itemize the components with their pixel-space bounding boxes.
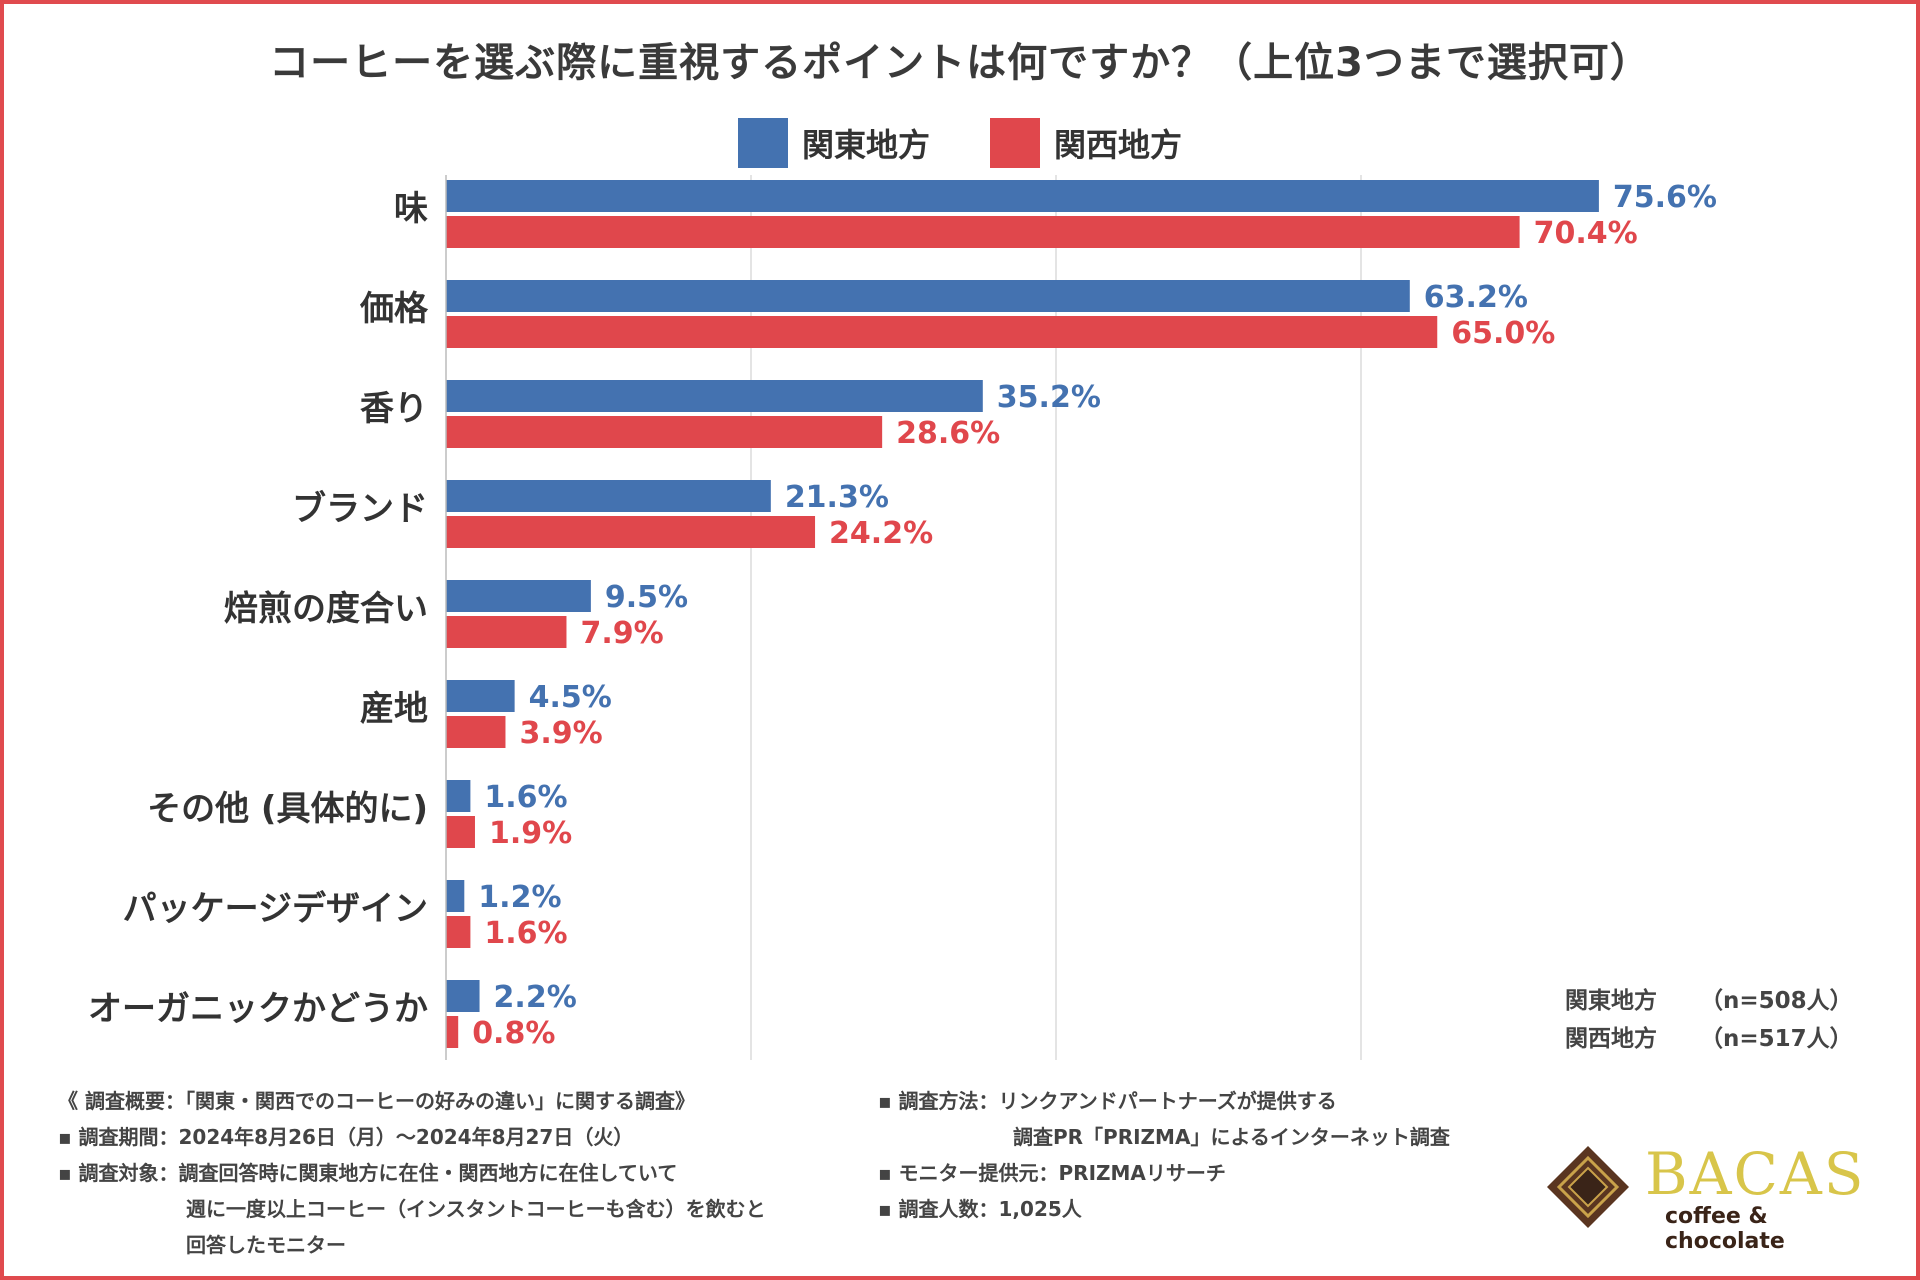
category-label: その他 (具体的に) <box>147 789 428 829</box>
legend-label-kansai: 関西地方 <box>1054 126 1183 164</box>
survey-method-cont: 調査PR「PRIZMA」によるインターネット調査 <box>1013 1125 1450 1149</box>
bar-kansai <box>446 716 506 748</box>
data-label-kansai: 65.0% <box>1451 316 1555 351</box>
category-label: パッケージデザイン <box>123 889 428 929</box>
logo-tagline: coffee & chocolate <box>1665 1204 1785 1254</box>
bar-kanto <box>446 880 465 912</box>
bar-kansai <box>446 816 475 848</box>
category-label: 価格 <box>359 289 429 329</box>
category-label: ブランド <box>292 489 428 529</box>
sample-row-kanto: 関東地方 （n=508人） <box>1565 982 1853 1020</box>
legend-item-kanto: 関東地方 <box>737 118 930 168</box>
sample-region: 関東地方 <box>1565 988 1657 1014</box>
data-label-kansai: 70.4% <box>1534 216 1638 251</box>
category-label: 味 <box>394 189 428 229</box>
data-label-kanto: 63.2% <box>1424 280 1528 315</box>
bar-kanto <box>446 180 1599 212</box>
data-label-kanto: 1.6% <box>484 780 567 815</box>
logo-wordmark: BACAS <box>1645 1140 1866 1208</box>
bar-kansai <box>446 516 816 548</box>
bar-kansai <box>446 216 1520 248</box>
bar-kanto <box>446 480 771 512</box>
data-label-kanto: 9.5% <box>605 580 688 615</box>
data-label-kanto: 4.5% <box>529 680 612 715</box>
bar-chart: 味 75.6%70.4% 価格 63.2%65.0% 香り 35.2%28.6% ブランド 2… <box>88 175 1717 1060</box>
logo-diamond-icon <box>1547 1146 1629 1228</box>
bar-kansai <box>446 916 471 948</box>
sample-size: 関東地方 （n=508人） 関西地方 （n=517人） <box>1565 982 1853 1058</box>
survey-notes-right: ▪ 調査方法：リンクアンドパートナーズが提供する 調査PR「PRIZMA」による… <box>878 1083 1450 1227</box>
data-label-kansai: 24.2% <box>829 516 933 551</box>
survey-provider: ▪ モニター提供元：PRIZMAリサーチ <box>878 1161 1226 1185</box>
data-label-kansai: 3.9% <box>519 716 602 751</box>
data-label-kansai: 1.9% <box>489 816 572 851</box>
bar-kansai <box>446 416 883 448</box>
survey-target-cont: 回答したモニター <box>186 1233 346 1257</box>
legend-item-kansai: 関西地方 <box>990 118 1182 168</box>
data-label-kansai: 28.6% <box>896 416 1000 451</box>
data-label-kansai: 7.9% <box>580 616 663 651</box>
survey-summary: 《 調査概要：「関東・関西でのコーヒーの好みの違い」に関する調査》 <box>58 1089 695 1113</box>
survey-target: ▪ 調査対象：調査回答時に関東地方に在住・関西地方に在住していて <box>58 1161 678 1185</box>
category-label: 産地 <box>360 689 428 729</box>
bar-kansai <box>446 616 567 648</box>
category-label: オーガニックかどうか <box>88 989 428 1029</box>
bar-kanto <box>446 680 515 712</box>
data-label-kansai: 0.8% <box>472 1016 555 1051</box>
legend: 関東地方 関西地方 <box>0 118 1920 168</box>
bar-kanto <box>446 280 1410 312</box>
legend-swatch-kanto <box>737 118 788 168</box>
data-label-kanto: 35.2% <box>997 380 1101 415</box>
sample-region: 関西地方 <box>1565 1026 1657 1052</box>
bar-kansai <box>446 1016 459 1048</box>
sample-n: （n=517人） <box>1700 1026 1853 1052</box>
data-label-kanto: 75.6% <box>1613 180 1717 215</box>
bar-kanto <box>446 380 983 412</box>
survey-target-cont: 週に一度以上コーヒー（インスタントコーヒーも含む）を飲むと <box>186 1197 766 1221</box>
sample-n: （n=508人） <box>1700 988 1853 1014</box>
survey-count: ▪ 調査人数：1,025人 <box>878 1197 1082 1221</box>
data-label-kanto: 21.3% <box>785 480 889 515</box>
legend-swatch-kansai <box>990 118 1040 168</box>
category-label: 焙煎の度合い <box>224 589 428 629</box>
bacas-logo: BACAS coffee & chocolate <box>1545 1140 1870 1254</box>
bar-kanto <box>446 780 471 812</box>
data-label-kanto: 1.2% <box>478 880 561 915</box>
survey-method: ▪ 調査方法：リンクアンドパートナーズが提供する <box>878 1089 1337 1113</box>
sample-row-kansai: 関西地方 （n=517人） <box>1565 1020 1853 1058</box>
chart-title: コーヒーを選ぶ際に重視するポイントは何ですか？（上位3つまで選択可） <box>269 40 1651 86</box>
bar-kanto <box>446 980 480 1012</box>
category-label: 香り <box>360 389 428 429</box>
data-label-kansai: 1.6% <box>484 916 567 951</box>
survey-notes-left: 《 調査概要：「関東・関西でのコーヒーの好みの違い」に関する調査》 ▪ 調査期間… <box>58 1083 766 1263</box>
bar-kanto <box>446 580 591 612</box>
data-label-kanto: 2.2% <box>494 980 577 1015</box>
legend-label-kanto: 関東地方 <box>801 126 930 164</box>
survey-period: ▪ 調査期間：2024年8月26日（月）～2024年8月27日（火） <box>58 1125 634 1149</box>
bar-kansai <box>446 316 1438 348</box>
